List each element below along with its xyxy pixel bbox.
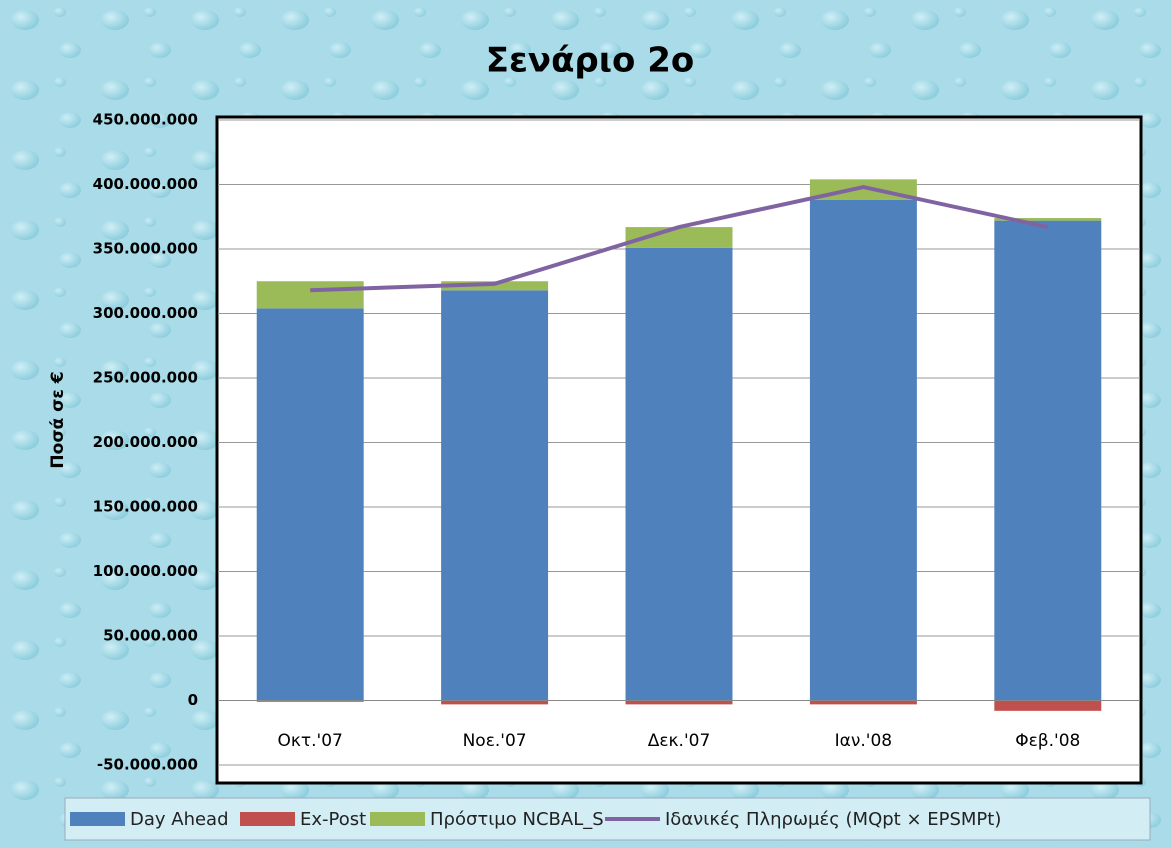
bar: [441, 290, 549, 701]
y-axis-label: Ποσά σε €: [48, 371, 68, 468]
y-tick-label: 100.000.000: [93, 562, 198, 580]
y-tick-label: -50.000.000: [97, 756, 198, 774]
x-tick-label: Φεβ.'08: [1015, 731, 1080, 751]
bar: [441, 700, 549, 705]
legend-label: Day Ahead: [130, 809, 229, 830]
bar: [809, 700, 917, 705]
x-tick-label: Νοε.'07: [463, 731, 527, 751]
bar: [994, 220, 1102, 701]
y-tick-label: 450.000.000: [93, 111, 198, 129]
y-tick-label: 300.000.000: [93, 304, 198, 322]
bar: [994, 700, 1102, 711]
legend-swatch: [240, 812, 295, 826]
bar: [625, 227, 733, 248]
y-tick-label: 150.000.000: [93, 498, 198, 516]
y-tick-label: 250.000.000: [93, 369, 198, 387]
bar: [625, 247, 733, 701]
y-tick-label: 350.000.000: [93, 240, 198, 258]
y-tick-label: 200.000.000: [93, 433, 198, 451]
legend-label: Ex-Post: [300, 809, 366, 830]
x-tick-label: Οκτ.'07: [278, 731, 343, 751]
chart-title: Σενάριο 2ο: [486, 41, 694, 81]
bar: [256, 700, 364, 702]
legend-label: Ιδανικές Πληρωμές (MQpt × EPSMPt): [665, 809, 1001, 830]
x-tick-label: Ιαν.'08: [835, 731, 892, 751]
y-tick-label: 50.000.000: [103, 627, 198, 645]
legend-swatch: [370, 812, 425, 826]
x-tick-label: Δεκ.'07: [648, 731, 711, 751]
y-tick-label: 400.000.000: [93, 175, 198, 193]
y-tick-label: 0: [188, 691, 198, 709]
line-series: [310, 185, 1049, 293]
bar: [809, 199, 917, 701]
bar: [256, 281, 364, 309]
bar: [256, 308, 364, 701]
bar: [994, 218, 1102, 221]
legend-swatch: [70, 812, 125, 826]
legend-label: Πρόστιμο NCBAL_S: [430, 809, 604, 830]
bar: [625, 700, 733, 705]
